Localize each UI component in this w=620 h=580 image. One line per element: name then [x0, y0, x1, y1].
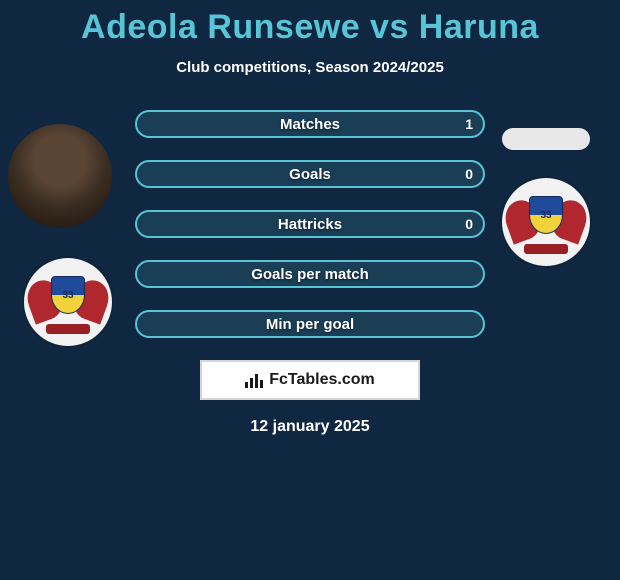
stat-value-right: 1 [465, 116, 473, 132]
source-label: FcTables.com [269, 371, 375, 389]
stat-pill: Goals per match [135, 260, 485, 288]
badge-banner [46, 324, 90, 334]
page-title: Adeola Runsewe vs Haruna [0, 0, 620, 47]
stat-pill: Goals 0 [135, 160, 485, 188]
player-left-avatar [8, 124, 112, 228]
stat-label: Min per goal [266, 316, 354, 333]
stat-value-right: 0 [465, 166, 473, 182]
subtitle: Club competitions, Season 2024/2025 [0, 59, 620, 76]
stat-label: Goals [289, 166, 331, 183]
avatar-face-placeholder [8, 124, 112, 228]
stat-pill: Min per goal [135, 310, 485, 338]
stat-pill: Matches 1 [135, 110, 485, 138]
stat-value-right: 0 [465, 216, 473, 232]
badge-shield: 33 [51, 276, 85, 314]
player-right-avatar [502, 128, 590, 150]
club-badge-left: 33 [24, 258, 112, 346]
bars-icon [245, 372, 263, 388]
club-badge-right: 33 [502, 178, 590, 266]
snapshot-date: 12 january 2025 [0, 418, 620, 436]
stat-label: Matches [280, 116, 340, 133]
badge-banner [524, 244, 568, 254]
badge-shield: 33 [529, 196, 563, 234]
stat-pill: Hattricks 0 [135, 210, 485, 238]
source-attribution: FcTables.com [200, 360, 420, 400]
stat-label: Goals per match [251, 266, 369, 283]
stat-label: Hattricks [278, 216, 342, 233]
